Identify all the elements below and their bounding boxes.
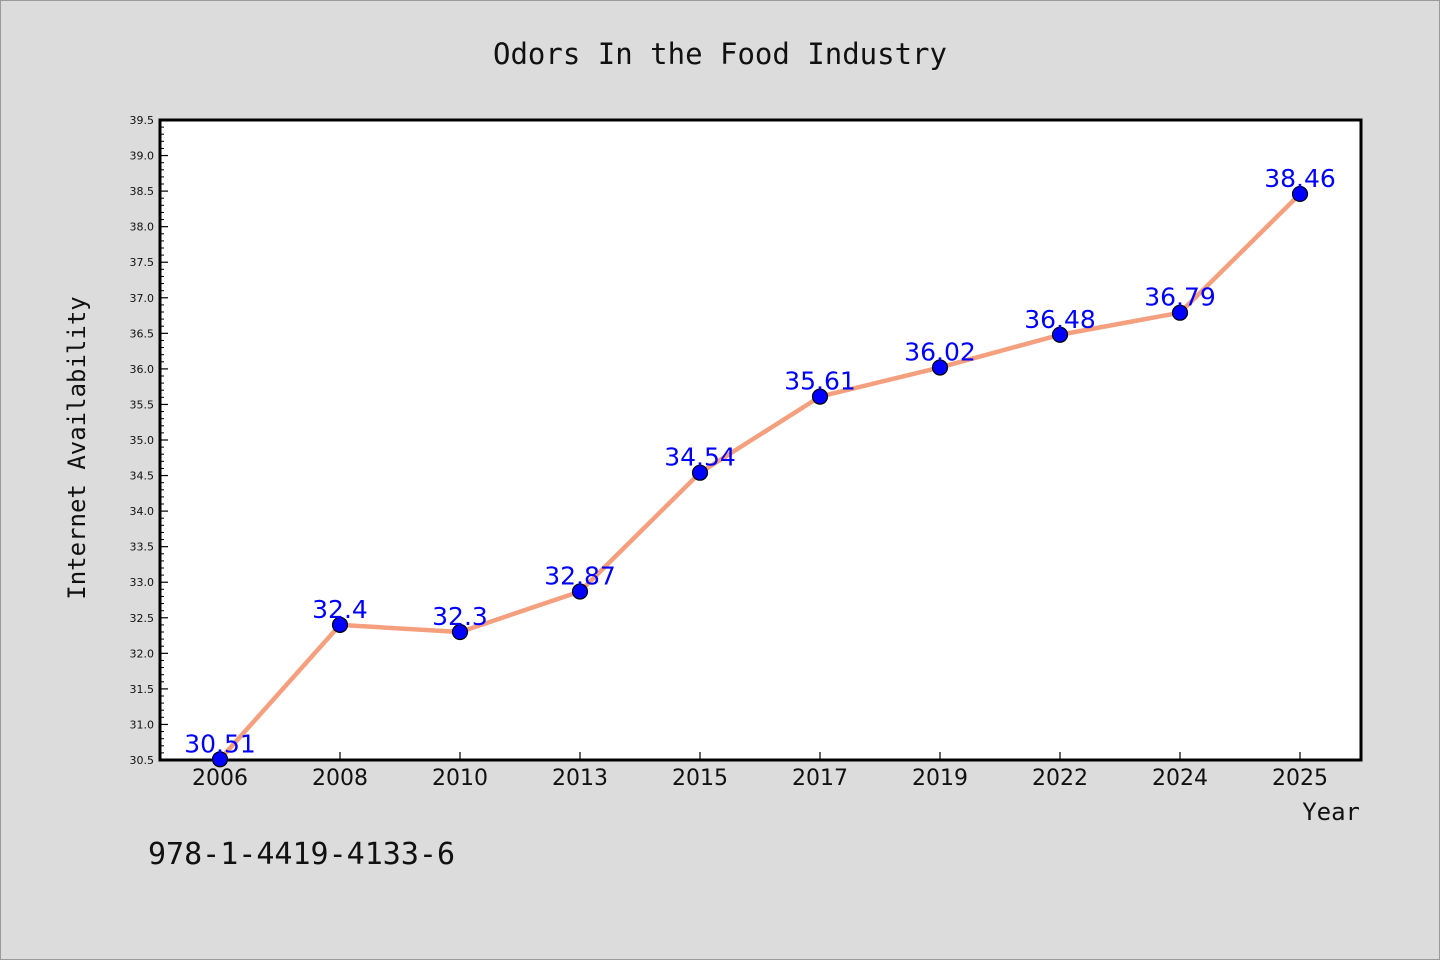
data-label: 38.46 xyxy=(1264,164,1336,193)
y-tick-label: 30.5 xyxy=(130,754,155,767)
footer-text: 978-1-4419-4133-6 xyxy=(148,837,455,872)
x-tick-label: 2024 xyxy=(1152,766,1208,791)
series-line xyxy=(218,192,1302,761)
y-tick-label: 37.0 xyxy=(130,292,155,305)
data-label: 34.54 xyxy=(664,443,736,472)
y-tick-label: 39.5 xyxy=(130,114,155,127)
y-tick-label: 35.5 xyxy=(130,398,155,411)
x-tick-label: 2017 xyxy=(792,766,848,791)
data-point xyxy=(571,583,589,600)
data-point xyxy=(691,464,709,481)
data-point xyxy=(211,751,229,768)
y-tick-label: 34.0 xyxy=(130,505,155,518)
data-label: 35.61 xyxy=(784,367,856,396)
chart-title: Odors In the Food Industry xyxy=(493,37,947,71)
y-tick-label: 34.5 xyxy=(130,470,155,483)
x-tick-label: 2013 xyxy=(552,766,608,791)
y-tick-label: 37.5 xyxy=(130,256,155,269)
y-tick-label: 36.0 xyxy=(130,363,155,376)
series-group: 30.51 32.4 32.3 32.87 34.54 35.61 36.02 36.48 36… xyxy=(184,164,1336,768)
y-tick-label: 35.0 xyxy=(130,434,155,447)
y-tick-label: 31.5 xyxy=(130,683,155,696)
data-point xyxy=(1051,326,1069,343)
data-label: 36.02 xyxy=(904,337,976,366)
data-point xyxy=(811,388,829,405)
data-point xyxy=(1291,185,1309,203)
x-tick-label: 2015 xyxy=(672,766,728,791)
y-tick-label: 31.0 xyxy=(130,718,155,731)
y-tick-label: 32.0 xyxy=(130,647,155,660)
y-tick-label: 38.5 xyxy=(130,185,155,198)
y-axis-label: Internet Availability xyxy=(63,296,91,599)
data-point xyxy=(1171,304,1189,321)
data-label: 30.51 xyxy=(184,729,256,758)
data-label: 32.3 xyxy=(432,602,488,631)
data-point xyxy=(931,359,949,376)
y-tick-label: 38.0 xyxy=(130,221,155,234)
y-axis-ticks: 30.5 31.0 31.5 32.0 32.5 33.0 33.5 34.0 34.5 35.0… xyxy=(130,114,168,767)
plot-area xyxy=(158,118,1363,762)
x-tick-label: 2010 xyxy=(432,766,488,791)
data-label: 36.48 xyxy=(1024,305,1096,334)
x-tick-label: 2019 xyxy=(912,766,968,791)
y-tick-label: 33.0 xyxy=(130,576,155,589)
x-tick-label: 2022 xyxy=(1032,766,1088,791)
y-tick-label: 36.5 xyxy=(130,327,155,340)
data-label: 32.4 xyxy=(312,595,368,624)
y-tick-label: 33.5 xyxy=(130,541,155,554)
y-tick-label: 39.0 xyxy=(130,150,155,163)
data-point xyxy=(331,616,349,633)
x-tick-label: 2008 xyxy=(312,766,368,791)
x-tick-label: 2006 xyxy=(192,766,248,791)
data-label: 32.87 xyxy=(544,561,616,590)
x-tick-label: 2025 xyxy=(1272,766,1328,791)
data-point xyxy=(451,623,469,641)
x-axis-label: Year xyxy=(1302,798,1360,826)
y-tick-label: 32.5 xyxy=(130,612,155,625)
x-axis-ticks: 2006 2008 2010 2013 2015 2017 2019 2022 2024 2025 xyxy=(192,752,1328,791)
data-label: 36.79 xyxy=(1144,283,1216,312)
